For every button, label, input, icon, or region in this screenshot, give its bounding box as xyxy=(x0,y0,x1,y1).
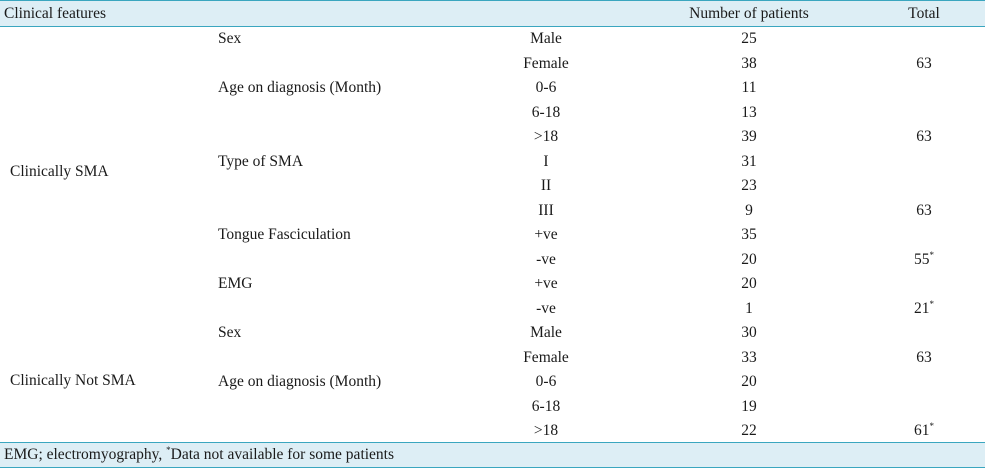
row-category: Male xyxy=(530,30,562,47)
header-number-of-patients: Number of patients xyxy=(689,5,809,22)
footnote: EMG; electromyography, *Data not availab… xyxy=(4,446,394,464)
row-feature: Sex xyxy=(218,324,242,341)
row-feature: EMG xyxy=(218,275,253,292)
row-category: >18 xyxy=(533,422,559,439)
row-number: 23 xyxy=(741,177,757,194)
row-number: 1 xyxy=(745,299,753,317)
row-category: -ve xyxy=(536,250,556,268)
row-total: 61* xyxy=(914,422,934,440)
header-total: Total xyxy=(908,5,940,22)
row-feature: Age on diagnosis (Month) xyxy=(218,79,382,96)
footnote-text: EMG; electromyography, xyxy=(4,446,167,463)
row-number: 25 xyxy=(741,30,757,47)
row-category: III xyxy=(538,201,554,219)
row-total: 55* xyxy=(914,249,935,269)
row-total: 63 xyxy=(916,55,932,73)
row-number: 22 xyxy=(741,422,757,439)
row-total: 63 xyxy=(916,202,932,220)
row-feature: Type of SMA xyxy=(218,152,304,170)
row-category: >18 xyxy=(533,128,559,145)
row-category: Female xyxy=(523,348,569,366)
row-feature: Sex xyxy=(218,30,242,47)
group-label-clinically-sma: Clinically SMA xyxy=(10,163,109,180)
row-feature: Tongue Fasciculation xyxy=(218,226,351,243)
table-header xyxy=(0,0,985,27)
row-total-value: 61 xyxy=(914,422,930,439)
row-number: 31 xyxy=(741,152,757,170)
row-number: 39 xyxy=(741,128,757,145)
row-category: II xyxy=(540,177,552,194)
row-number: 20 xyxy=(741,275,757,292)
row-total-value: 63 xyxy=(916,348,932,366)
group-label-clinically-not-sma: Clinically Not SMA xyxy=(10,372,136,389)
row-category: I xyxy=(543,152,549,170)
row-total-value: 63 xyxy=(916,128,932,145)
row-total-value: 21 xyxy=(914,299,930,317)
row-category: 6-18 xyxy=(531,103,561,121)
row-number: 11 xyxy=(741,79,757,96)
row-number: 13 xyxy=(741,103,757,121)
row-total-value: 55 xyxy=(914,250,930,268)
row-category: 6-18 xyxy=(531,397,561,415)
row-category: 0-6 xyxy=(535,79,557,96)
row-number: 35 xyxy=(741,226,757,243)
footnote-mark: * xyxy=(166,445,171,455)
row-number: 20 xyxy=(741,250,757,268)
row-number: 19 xyxy=(741,397,757,415)
row-total-value: 63 xyxy=(916,201,932,219)
row-category: +ve xyxy=(534,275,558,292)
row-number: 38 xyxy=(741,54,757,72)
row-total-mark: * xyxy=(929,249,935,260)
header-clinical-features: Clinical features xyxy=(4,5,106,22)
row-total-mark: * xyxy=(929,298,935,309)
row-total-value: 63 xyxy=(916,54,932,72)
row-total: 63 xyxy=(916,128,932,146)
row-number: 20 xyxy=(741,373,757,390)
row-category: -ve xyxy=(536,299,556,317)
row-category: 0-6 xyxy=(535,373,557,390)
row-category: +ve xyxy=(534,226,558,243)
row-total: 21* xyxy=(914,298,935,318)
row-number: 30 xyxy=(741,324,757,341)
row-number: 33 xyxy=(741,348,757,366)
row-number: 9 xyxy=(745,201,753,219)
row-category: Male xyxy=(530,324,562,341)
row-feature: Age on diagnosis (Month) xyxy=(218,373,382,390)
row-category: Female xyxy=(523,54,569,72)
row-total-mark: * xyxy=(929,421,935,431)
footnote-text-tail: Data not available for some patients xyxy=(170,446,395,463)
row-total: 63 xyxy=(916,349,932,367)
